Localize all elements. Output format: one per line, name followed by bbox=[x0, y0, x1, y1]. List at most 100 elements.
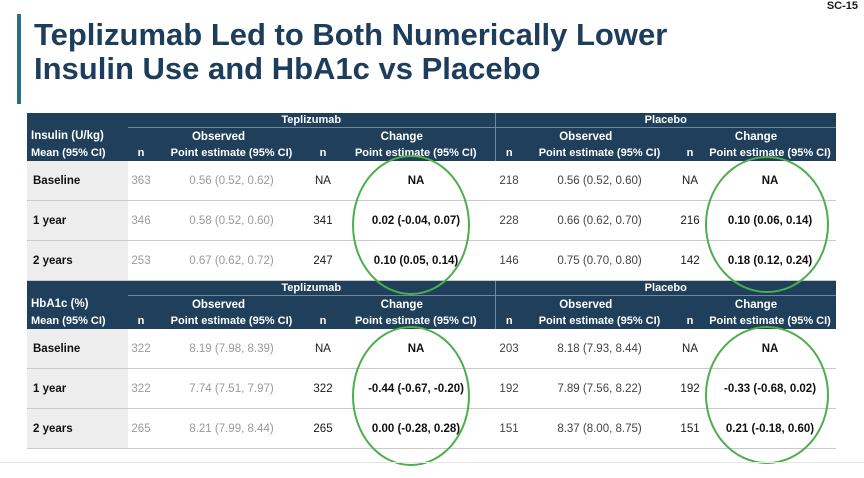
title-line-2: Insulin Use and HbA1c vs Placebo bbox=[34, 51, 541, 86]
placebo-observed-estimate: 8.37 (8.00, 8.75) bbox=[523, 408, 677, 449]
measure-sublabel: Mean (95% CI) bbox=[27, 313, 128, 329]
teplizumab-observed-n: 322 bbox=[128, 368, 154, 409]
column-header-point-estimate: Point estimate (95% CI) bbox=[337, 313, 496, 329]
table-column-headers: Mean (95% CI) n Point estimate (95% CI) n Po… bbox=[27, 313, 837, 329]
row-label: 2 years bbox=[27, 240, 128, 281]
placebo-change-n: NA bbox=[676, 329, 705, 369]
teplizumab-observed-n: 322 bbox=[128, 329, 154, 369]
column-header-point-estimate: Point estimate (95% CI) bbox=[523, 145, 677, 161]
teplizumab-observed-n: 363 bbox=[128, 161, 154, 201]
group-header-placebo: Placebo bbox=[494, 280, 837, 296]
placebo-change-estimate: NA bbox=[704, 329, 837, 369]
subheader-change: Change bbox=[676, 295, 837, 313]
table-subheader: HbA1c (%) Observed Change Observed Change bbox=[27, 295, 837, 313]
slide-title: Teplizumab Led to Both Numerically Lower… bbox=[34, 18, 834, 86]
column-header-point-estimate: Point estimate (95% CI) bbox=[523, 313, 677, 329]
placebo-observed-n: 151 bbox=[495, 408, 524, 449]
table-group-header: Teplizumab Placebo bbox=[27, 280, 837, 296]
placebo-change-estimate: 0.21 (-0.18, 0.60) bbox=[704, 408, 837, 449]
group-header-placebo: Placebo bbox=[494, 113, 837, 128]
column-header-point-estimate: Point estimate (95% CI) bbox=[154, 313, 309, 329]
slide-id: SC-15 bbox=[826, 0, 858, 12]
placebo-change-n: 151 bbox=[676, 408, 705, 449]
row-label: Baseline bbox=[27, 161, 128, 201]
subheader-change: Change bbox=[309, 127, 496, 145]
teplizumab-observed-estimate: 8.19 (7.98, 8.39) bbox=[154, 329, 309, 369]
teplizumab-observed-estimate: 8.21 (7.99, 8.44) bbox=[154, 408, 309, 449]
results-table: Teplizumab Placebo Insulin (U/kg) Observed C… bbox=[27, 113, 837, 449]
placebo-observed-estimate: 8.18 (7.93, 8.44) bbox=[523, 329, 677, 369]
column-header-point-estimate: Point estimate (95% CI) bbox=[704, 313, 837, 329]
subheader-observed: Observed bbox=[494, 127, 677, 145]
placebo-change-n: 142 bbox=[676, 240, 705, 281]
teplizumab-observed-estimate: 0.58 (0.52, 0.60) bbox=[154, 200, 309, 241]
column-header-n: n bbox=[309, 313, 337, 329]
placebo-change-n: 192 bbox=[676, 368, 705, 409]
title-line-1: Teplizumab Led to Both Numerically Lower bbox=[34, 17, 668, 52]
table-row: 1 year 346 0.58 (0.52, 0.60) 341 0.02 (-0.04… bbox=[27, 200, 837, 241]
column-header-n: n bbox=[494, 145, 524, 161]
footer-divider bbox=[0, 462, 864, 463]
column-header-n: n bbox=[128, 313, 154, 329]
teplizumab-change-n: 322 bbox=[309, 368, 337, 409]
placebo-change-n: NA bbox=[676, 161, 705, 201]
table-column-headers: Mean (95% CI) n Point estimate (95% CI) n Po… bbox=[27, 145, 837, 161]
column-header-n: n bbox=[676, 145, 705, 161]
teplizumab-change-estimate: NA bbox=[337, 161, 496, 201]
placebo-change-n: 216 bbox=[676, 200, 705, 241]
placebo-change-estimate: 0.10 (0.06, 0.14) bbox=[704, 200, 837, 241]
teplizumab-observed-estimate: 0.56 (0.52, 0.62) bbox=[154, 161, 309, 201]
column-header-n: n bbox=[494, 313, 524, 329]
table-group-header: Teplizumab Placebo bbox=[27, 113, 837, 128]
placebo-change-estimate: 0.18 (0.12, 0.24) bbox=[704, 240, 837, 281]
teplizumab-change-estimate: 0.10 (0.05, 0.14) bbox=[337, 240, 496, 281]
column-header-point-estimate: Point estimate (95% CI) bbox=[154, 145, 309, 161]
placebo-observed-estimate: 7.89 (7.56, 8.22) bbox=[523, 368, 677, 409]
subheader-observed: Observed bbox=[128, 127, 309, 145]
placebo-observed-n: 228 bbox=[495, 200, 524, 241]
subheader-observed: Observed bbox=[128, 295, 309, 313]
column-header-point-estimate: Point estimate (95% CI) bbox=[704, 145, 837, 161]
title-accent-bar bbox=[17, 14, 21, 104]
table-row: 1 year 322 7.74 (7.51, 7.97) 322 -0.44 (-0.6… bbox=[27, 368, 837, 409]
teplizumab-change-n: NA bbox=[309, 329, 337, 369]
placebo-observed-estimate: 0.56 (0.52, 0.60) bbox=[523, 161, 677, 201]
placebo-observed-n: 218 bbox=[495, 161, 524, 201]
teplizumab-change-estimate: NA bbox=[337, 329, 496, 369]
teplizumab-observed-estimate: 0.67 (0.62, 0.72) bbox=[154, 240, 309, 281]
table-subheader: Insulin (U/kg) Observed Change Observed Chan… bbox=[27, 127, 837, 145]
table-row: Baseline 363 0.56 (0.52, 0.62) NA NA 218 0.56 … bbox=[27, 161, 837, 201]
subheader-observed: Observed bbox=[494, 295, 677, 313]
group-header-blank bbox=[27, 280, 128, 296]
teplizumab-change-n: NA bbox=[309, 161, 337, 201]
column-header-point-estimate: Point estimate (95% CI) bbox=[337, 145, 496, 161]
teplizumab-change-n: 341 bbox=[309, 200, 337, 241]
table-row: Baseline 322 8.19 (7.98, 8.39) NA NA 203 8.18 … bbox=[27, 329, 837, 369]
placebo-observed-estimate: 0.66 (0.62, 0.70) bbox=[523, 200, 677, 241]
group-header-blank bbox=[27, 113, 128, 128]
row-label: 2 years bbox=[27, 408, 128, 449]
teplizumab-change-estimate: 0.02 (-0.04, 0.07) bbox=[337, 200, 496, 241]
teplizumab-change-n: 247 bbox=[309, 240, 337, 281]
placebo-observed-estimate: 0.75 (0.70, 0.80) bbox=[523, 240, 677, 281]
data-table: Teplizumab Placebo Insulin (U/kg) Observed C… bbox=[27, 113, 837, 449]
table-row: 2 years 265 8.21 (7.99, 8.44) 265 0.00 (-0.2… bbox=[27, 408, 837, 449]
placebo-observed-n: 203 bbox=[495, 329, 524, 369]
row-label: Baseline bbox=[27, 329, 128, 369]
placebo-observed-n: 192 bbox=[495, 368, 524, 409]
teplizumab-observed-n: 346 bbox=[128, 200, 154, 241]
measure-label: HbA1c (%) bbox=[27, 295, 128, 313]
teplizumab-change-n: 265 bbox=[309, 408, 337, 449]
measure-label: Insulin (U/kg) bbox=[27, 127, 128, 145]
placebo-change-estimate: -0.33 (-0.68, 0.02) bbox=[704, 368, 837, 409]
row-label: 1 year bbox=[27, 368, 128, 409]
group-header-teplizumab: Teplizumab bbox=[128, 113, 496, 128]
column-header-n: n bbox=[676, 313, 705, 329]
table-row: 2 years 253 0.67 (0.62, 0.72) 247 0.10 (0.05… bbox=[27, 240, 837, 281]
teplizumab-observed-estimate: 7.74 (7.51, 7.97) bbox=[154, 368, 309, 409]
group-header-teplizumab: Teplizumab bbox=[128, 280, 496, 296]
placebo-observed-n: 146 bbox=[495, 240, 524, 281]
subheader-change: Change bbox=[309, 295, 496, 313]
measure-sublabel: Mean (95% CI) bbox=[27, 145, 128, 161]
teplizumab-change-estimate: 0.00 (-0.28, 0.28) bbox=[337, 408, 496, 449]
